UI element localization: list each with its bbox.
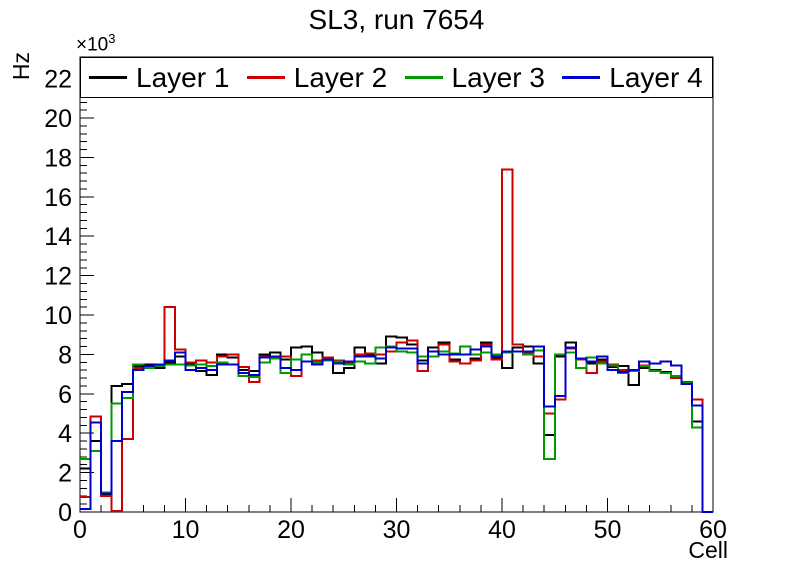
y-tick-label: 2	[58, 460, 72, 488]
x-tick-label: 20	[277, 516, 305, 544]
x-tick-label: 60	[699, 516, 727, 544]
y-tick-label: 14	[44, 223, 72, 251]
legend-label-layer-3: Layer 3	[451, 61, 545, 93]
legend: Layer 1 Layer 2 Layer 3 Layer 4	[80, 57, 713, 98]
legend-entry-layer-4: Layer 4	[554, 61, 712, 93]
x-axis-title: Cell	[688, 537, 728, 563]
y-tick-label: 6	[58, 381, 72, 409]
x-tick-label: 40	[488, 516, 516, 544]
y-tick-label: 8	[58, 341, 72, 369]
y-axis-multiplier: ×103	[76, 31, 115, 56]
legend-line-layer-4	[562, 76, 601, 79]
y-tick-label: 4	[58, 420, 72, 448]
series-path-layer-1	[80, 335, 713, 513]
legend-entry-layer-1: Layer 1	[81, 61, 239, 93]
legend-line-layer-2	[246, 76, 285, 79]
x-tick-label: 0	[73, 516, 87, 544]
series-path-layer-2	[80, 168, 713, 513]
y-tick-label: 16	[44, 184, 72, 212]
legend-label-layer-4: Layer 4	[609, 61, 703, 93]
y-axis-title: Hz	[8, 52, 34, 81]
y-axis-multiplier-exponent: 3	[108, 31, 116, 46]
y-tick-label: 0	[58, 499, 72, 527]
y-tick-label: 18	[44, 144, 72, 172]
y-tick-label: 12	[44, 263, 72, 291]
legend-label-layer-1: Layer 1	[136, 61, 230, 93]
chart-title: SL3, run 7654	[308, 4, 485, 35]
legend-entry-layer-3: Layer 3	[397, 61, 555, 93]
x-tick-label: 50	[594, 516, 622, 544]
y-axis-multiplier-base: ×10	[76, 34, 109, 56]
x-tick-label: 10	[172, 516, 200, 544]
series-path-layer-4	[80, 345, 713, 513]
legend-label-layer-2: Layer 2	[293, 61, 388, 93]
legend-entry-layer-2: Layer 2	[239, 61, 397, 93]
y-tick-label: 10	[44, 302, 72, 330]
x-tick-label: 30	[383, 516, 411, 544]
legend-line-layer-1	[89, 76, 127, 79]
y-tick-label: 22	[44, 66, 72, 94]
legend-line-layer-3	[404, 76, 443, 79]
y-tick-label: 20	[44, 105, 72, 133]
axis-frame	[79, 56, 714, 513]
